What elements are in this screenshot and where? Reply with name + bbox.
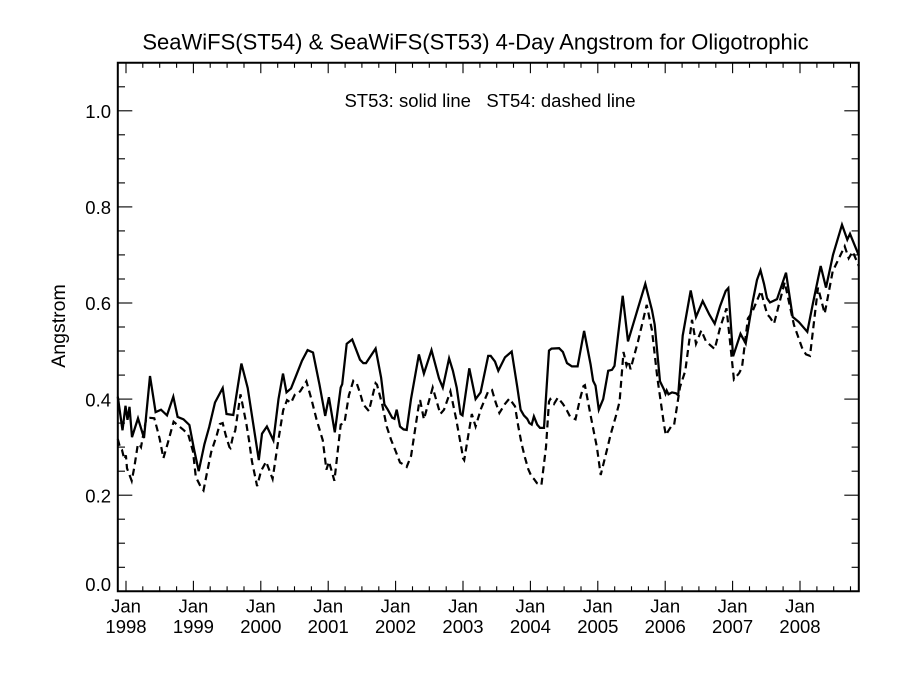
svg-text:0.8: 0.8 <box>85 197 111 218</box>
svg-text:Jan: Jan <box>583 596 613 617</box>
svg-text:Jan: Jan <box>381 596 411 617</box>
svg-text:1998: 1998 <box>105 616 146 637</box>
svg-text:ST53: solid line ST54: dashe: ST53: solid line ST54: dashed line <box>344 90 635 111</box>
svg-text:2001: 2001 <box>308 616 349 637</box>
svg-text:1.0: 1.0 <box>85 101 111 122</box>
svg-text:Angstrom: Angstrom <box>48 284 70 367</box>
svg-text:Jan: Jan <box>650 596 680 617</box>
svg-text:0.6: 0.6 <box>85 293 111 314</box>
svg-text:Jan: Jan <box>515 596 545 617</box>
svg-text:2000: 2000 <box>240 616 281 637</box>
svg-text:0.0: 0.0 <box>85 574 111 595</box>
svg-text:1999: 1999 <box>173 616 214 637</box>
svg-text:2004: 2004 <box>510 616 551 637</box>
svg-text:Jan: Jan <box>313 596 343 617</box>
svg-text:2006: 2006 <box>645 616 686 637</box>
svg-text:2008: 2008 <box>779 616 820 637</box>
svg-text:Jan: Jan <box>111 596 141 617</box>
svg-text:2005: 2005 <box>577 616 618 637</box>
svg-text:Jan: Jan <box>718 596 748 617</box>
svg-text:Jan: Jan <box>178 596 208 617</box>
svg-text:Jan: Jan <box>246 596 276 617</box>
svg-text:Jan: Jan <box>785 596 815 617</box>
svg-text:Jan: Jan <box>448 596 478 617</box>
svg-text:0.4: 0.4 <box>85 389 111 410</box>
svg-text:0.2: 0.2 <box>85 485 111 506</box>
svg-text:2007: 2007 <box>712 616 753 637</box>
svg-text:2002: 2002 <box>375 616 416 637</box>
svg-text:SeaWiFS(ST54) & SeaWiFS(ST53): SeaWiFS(ST54) & SeaWiFS(ST53) 4-Day Angs… <box>142 30 808 55</box>
svg-text:2003: 2003 <box>442 616 483 637</box>
